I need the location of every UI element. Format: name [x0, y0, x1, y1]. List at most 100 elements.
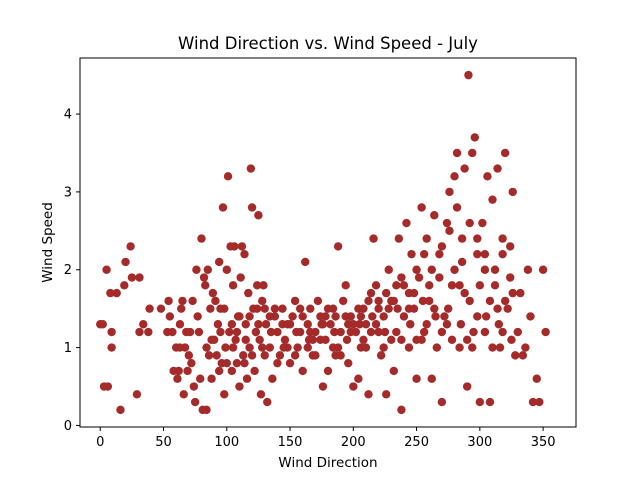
data-point — [437, 327, 447, 337]
data-point — [419, 327, 429, 337]
data-point — [268, 374, 277, 383]
data-point — [447, 335, 457, 345]
x-tick-label: 250 — [404, 435, 429, 450]
data-point — [273, 358, 282, 368]
data-point — [516, 288, 525, 298]
data-point — [521, 343, 530, 352]
data-point — [306, 327, 315, 337]
data-point — [265, 312, 274, 321]
y-tick-label: 3 — [64, 185, 72, 200]
data-point — [425, 281, 434, 290]
data-point — [212, 351, 221, 360]
data-point — [503, 304, 512, 313]
data-point — [480, 327, 490, 337]
data-point — [126, 242, 135, 251]
data-point — [450, 265, 459, 274]
data-point — [220, 390, 229, 399]
data-point — [425, 296, 434, 306]
data-point — [303, 320, 312, 329]
chart-title: Wind Direction vs. Wind Speed - July — [178, 34, 478, 53]
data-point — [364, 390, 373, 399]
data-point — [382, 390, 391, 399]
data-point — [235, 312, 244, 321]
data-point — [107, 343, 116, 352]
data-point — [427, 265, 436, 274]
y-tick-label: 1 — [64, 341, 72, 356]
data-point — [247, 203, 257, 212]
data-point — [298, 312, 307, 321]
data-point — [240, 358, 249, 368]
data-point — [422, 234, 431, 243]
data-point — [432, 343, 442, 352]
data-point — [349, 382, 358, 391]
data-point — [379, 343, 388, 352]
data-point — [336, 351, 345, 360]
data-point — [508, 187, 517, 197]
data-point — [368, 312, 377, 321]
data-point — [498, 327, 507, 337]
data-point — [380, 327, 390, 337]
data-point — [393, 304, 402, 313]
data-point — [270, 304, 280, 313]
data-point — [179, 390, 188, 399]
data-point — [465, 218, 474, 228]
data-point — [374, 327, 383, 337]
data-point — [483, 172, 492, 181]
data-point — [464, 70, 473, 80]
data-point — [223, 172, 233, 181]
data-point — [485, 397, 495, 407]
data-point — [326, 320, 335, 329]
data-point — [165, 312, 175, 321]
data-point — [480, 265, 490, 274]
data-point — [231, 335, 240, 345]
data-point — [225, 327, 234, 337]
data-point — [430, 211, 439, 220]
data-point — [240, 249, 249, 259]
data-point — [535, 397, 544, 407]
data-point — [202, 343, 211, 352]
data-point — [204, 351, 214, 360]
data-point — [221, 343, 230, 352]
data-point — [364, 296, 373, 306]
data-point — [164, 296, 173, 306]
data-point — [397, 273, 406, 282]
data-point — [285, 358, 295, 368]
data-point — [228, 281, 238, 290]
data-point — [333, 242, 343, 251]
data-point — [278, 320, 287, 329]
data-point — [306, 304, 315, 313]
data-point — [187, 358, 196, 368]
data-point — [232, 327, 242, 337]
data-point — [202, 405, 211, 415]
y-axis-label: Wind Speed — [40, 202, 56, 283]
data-point — [183, 366, 192, 376]
data-point — [323, 366, 333, 376]
data-point — [228, 343, 238, 352]
data-point — [475, 397, 485, 407]
data-point — [371, 320, 381, 329]
data-point — [435, 249, 444, 259]
data-point — [389, 296, 398, 306]
data-point — [384, 265, 393, 274]
data-point — [184, 351, 194, 360]
data-point — [452, 148, 462, 158]
data-point — [488, 195, 497, 204]
data-point — [392, 281, 401, 290]
data-point — [342, 335, 352, 345]
data-point — [193, 312, 202, 321]
y-axis: 0 1 2 3 4 — [64, 108, 80, 434]
x-axis: 0 50 100 150 200 250 300 350 — [96, 427, 556, 450]
data-point — [528, 397, 538, 407]
data-point — [488, 343, 497, 352]
data-point — [211, 296, 220, 306]
data-point — [490, 281, 500, 290]
data-point — [175, 320, 185, 329]
data-point — [214, 257, 224, 267]
data-point — [292, 327, 301, 337]
data-point — [252, 304, 262, 313]
data-point — [323, 304, 333, 313]
data-point — [197, 234, 206, 243]
data-point — [478, 218, 487, 228]
data-point — [263, 397, 272, 407]
data-point — [457, 257, 467, 267]
